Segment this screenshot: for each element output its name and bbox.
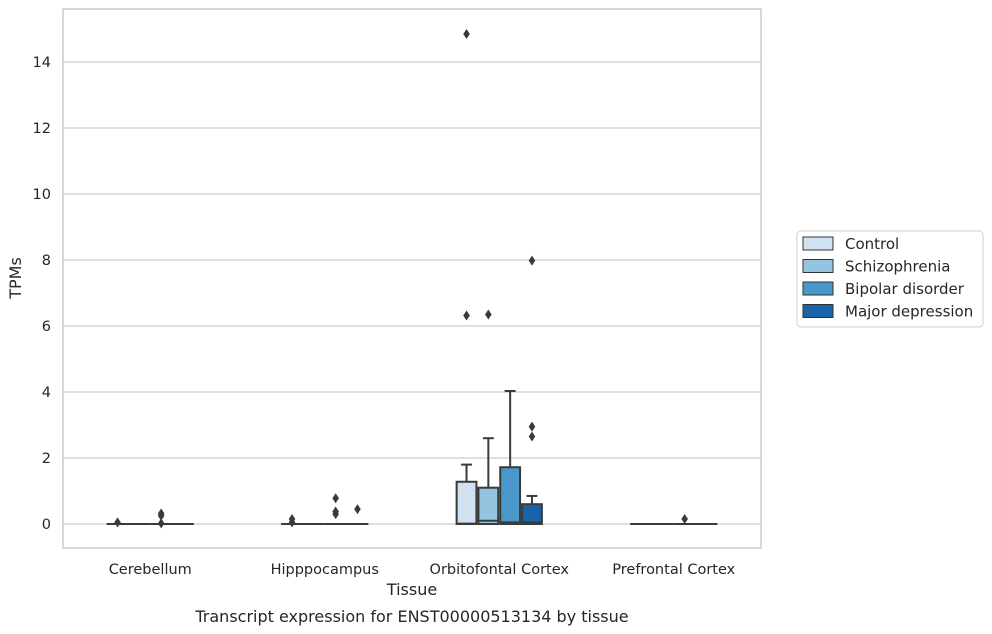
y-tick-label: 10 <box>33 187 51 203</box>
boxes <box>106 28 718 529</box>
y-axis-label: TPMs <box>6 257 25 300</box>
outlier-point <box>332 493 339 504</box>
outlier-point <box>485 309 492 320</box>
x-tick-label: Prefrontal Cortex <box>612 562 735 578</box>
box-major-depression <box>346 504 369 526</box>
legend-frame <box>796 230 984 328</box>
legend-swatch <box>802 259 834 273</box>
y-tick-label: 4 <box>42 385 51 401</box>
y-tick-label: 2 <box>42 451 51 467</box>
outlier-point <box>528 255 536 266</box>
y-tick-label: 6 <box>42 319 51 335</box>
y-tick-label: 8 <box>42 253 51 269</box>
y-tick-label: 14 <box>33 55 51 71</box>
x-axis-ticks: Cerebellum Hipppocampus Orbitofontal Corte… <box>109 562 736 578</box>
outlier-point <box>332 506 339 517</box>
legend-swatch <box>802 236 834 251</box>
legend-swatch <box>802 304 834 318</box>
outlier-point <box>463 310 470 321</box>
plot-area-frame <box>62 8 762 549</box>
y-axis-ticks: 0 2 4 6 8 10 12 14 <box>33 55 51 533</box>
box-body <box>499 466 522 525</box>
y-tick-label: 0 <box>42 517 51 533</box>
x-axis-label: Tissue <box>386 580 437 599</box>
outlier-point <box>114 517 121 528</box>
outlier-point <box>463 28 470 39</box>
outlier-point <box>528 421 536 432</box>
outlier-point <box>288 514 296 525</box>
legend: Control Schizophrenia Bipolar disorder Majo… <box>796 230 984 328</box>
legend-swatch <box>802 281 834 296</box>
box-control <box>455 28 478 526</box>
gridlines <box>63 61 761 525</box>
box-bipolar-disorder <box>150 508 173 529</box>
legend-label: Bipolar disorder <box>845 280 965 298</box>
box-control <box>281 514 303 528</box>
legend-label: Major depression <box>845 303 973 321</box>
box-control <box>106 517 129 528</box>
x-tick-label: Cerebellum <box>109 562 192 578</box>
box-major-depression <box>521 255 543 526</box>
outlier-point <box>354 504 361 515</box>
box-bipolar-disorder <box>499 390 522 525</box>
box-bipolar-disorder <box>673 514 696 526</box>
box-bipolar-disorder <box>324 493 347 526</box>
legend-label: Control <box>845 235 899 253</box>
chart-title: Transcript expression for ENST0000051313… <box>194 607 628 626</box>
box-body <box>521 503 543 526</box>
x-tick-label: Hipppocampus <box>271 562 379 578</box>
legend-label: Schizophrenia <box>845 258 950 276</box>
box-schizophrenia <box>477 309 500 526</box>
x-tick-label: Orbitofontal Cortex <box>430 562 570 578</box>
outlier-point <box>157 508 165 519</box>
y-tick-label: 12 <box>33 121 51 137</box>
outlier-point <box>157 518 165 529</box>
outlier-point <box>528 431 536 442</box>
outlier-point <box>681 514 688 525</box>
box-body <box>455 480 478 526</box>
box-body <box>477 486 500 526</box>
